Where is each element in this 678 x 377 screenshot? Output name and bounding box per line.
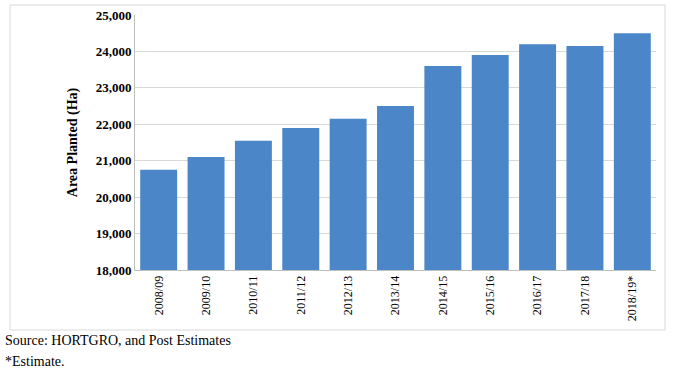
svg-text:23,000: 23,000 [96, 80, 132, 95]
svg-text:24,000: 24,000 [96, 44, 132, 59]
svg-text:*Estimate.: *Estimate. [5, 354, 65, 369]
svg-text:19,000: 19,000 [96, 226, 132, 241]
svg-text:2008/09: 2008/09 [152, 276, 166, 315]
svg-text:25,000: 25,000 [96, 8, 132, 23]
svg-text:20,000: 20,000 [96, 190, 132, 205]
svg-text:2013/14: 2013/14 [388, 276, 402, 315]
svg-text:21,000: 21,000 [96, 153, 132, 168]
svg-text:2011/12: 2011/12 [294, 276, 308, 315]
svg-text:2017/18: 2017/18 [578, 276, 592, 315]
svg-text:2014/15: 2014/15 [436, 276, 450, 315]
svg-text:18,000: 18,000 [96, 263, 132, 278]
svg-text:2009/10: 2009/10 [199, 276, 213, 315]
svg-text:22,000: 22,000 [96, 117, 132, 132]
svg-text:Area Planted (Ha): Area Planted (Ha) [65, 87, 81, 197]
svg-text:2015/16: 2015/16 [483, 276, 497, 315]
svg-text:2018/19*: 2018/19* [625, 276, 639, 321]
svg-text:2010/11: 2010/11 [246, 276, 260, 315]
svg-text:Source: HORTGRO, and Post Esti: Source: HORTGRO, and Post Estimates [5, 333, 231, 348]
svg-text:2012/13: 2012/13 [341, 276, 355, 315]
svg-text:2016/17: 2016/17 [530, 276, 544, 315]
